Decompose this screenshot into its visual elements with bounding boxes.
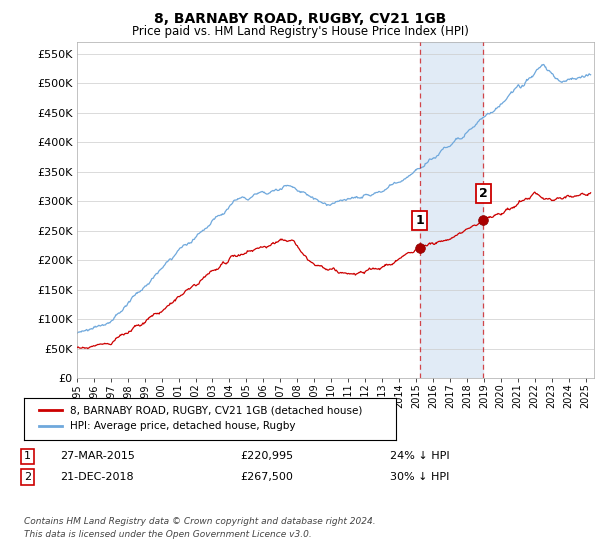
Text: 2: 2 bbox=[24, 472, 31, 482]
Text: This data is licensed under the Open Government Licence v3.0.: This data is licensed under the Open Gov… bbox=[24, 530, 312, 539]
Text: £220,995: £220,995 bbox=[240, 451, 293, 461]
Text: £267,500: £267,500 bbox=[240, 472, 293, 482]
Text: 1: 1 bbox=[24, 451, 31, 461]
Text: 27-MAR-2015: 27-MAR-2015 bbox=[60, 451, 135, 461]
Text: 30% ↓ HPI: 30% ↓ HPI bbox=[390, 472, 449, 482]
Text: 8, BARNABY ROAD, RUGBY, CV21 1GB: 8, BARNABY ROAD, RUGBY, CV21 1GB bbox=[154, 12, 446, 26]
Legend: 8, BARNABY ROAD, RUGBY, CV21 1GB (detached house), HPI: Average price, detached : 8, BARNABY ROAD, RUGBY, CV21 1GB (detach… bbox=[33, 400, 369, 437]
Text: Contains HM Land Registry data © Crown copyright and database right 2024.: Contains HM Land Registry data © Crown c… bbox=[24, 517, 376, 526]
Text: Price paid vs. HM Land Registry's House Price Index (HPI): Price paid vs. HM Land Registry's House … bbox=[131, 25, 469, 38]
Text: 1: 1 bbox=[415, 214, 424, 227]
Text: 2: 2 bbox=[479, 186, 488, 200]
Bar bbox=[420, 42, 483, 378]
Text: 21-DEC-2018: 21-DEC-2018 bbox=[60, 472, 134, 482]
Text: 24% ↓ HPI: 24% ↓ HPI bbox=[390, 451, 449, 461]
